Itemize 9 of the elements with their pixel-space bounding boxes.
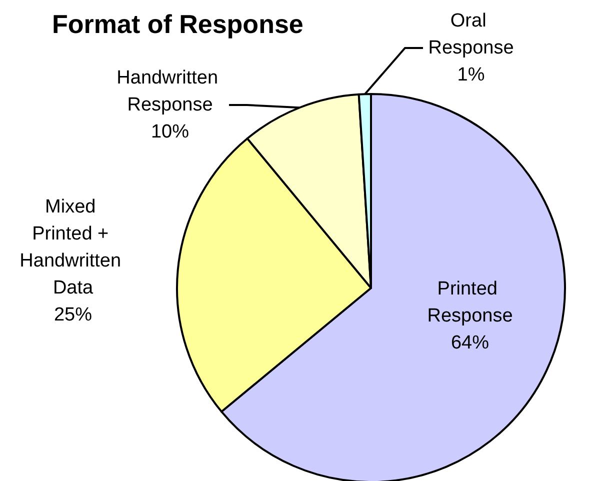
chart-title: Format of Response bbox=[52, 9, 304, 39]
data-label: 1% bbox=[457, 64, 485, 86]
data-label: 10% bbox=[150, 122, 190, 142]
slice-label: Oral Response bbox=[428, 10, 514, 58]
data-label: 64% bbox=[450, 332, 490, 354]
slice-label: Handwritten Response bbox=[116, 68, 224, 116]
data-label: 25% bbox=[54, 304, 92, 326]
slice-label: Mixed Printed + Handwritten Data bbox=[20, 196, 126, 298]
slice-label: Printed Response bbox=[427, 278, 513, 326]
